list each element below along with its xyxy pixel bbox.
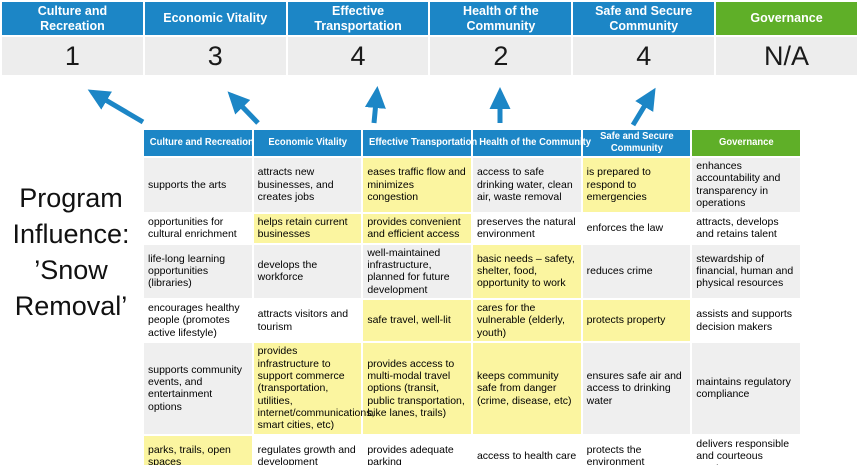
matrix-cell-r5-c2: provides infrastructure to support comme… bbox=[253, 343, 374, 434]
matrix-cell-r4-c6: assists and supports decision makers bbox=[692, 300, 800, 342]
matrix-cell-r2-c2: helps retain current businesses bbox=[253, 213, 362, 243]
arrow-icon-2 bbox=[227, 91, 260, 125]
matrix-cell-r3-c3: well-maintained infrastructure, planned … bbox=[363, 244, 471, 298]
score-governance: N/A bbox=[716, 37, 857, 75]
priority-header-health-of-community: Health of the Community bbox=[430, 2, 572, 35]
matrix-cell-r4-c3: safe travel, well-lit bbox=[363, 300, 471, 342]
arrow-icon-1 bbox=[87, 89, 145, 125]
score-row: 1 3 4 2 4 N/A bbox=[2, 37, 857, 75]
score-health-of-community: 2 bbox=[430, 37, 572, 75]
priority-header-safe-secure-community: Safe and Secure Community bbox=[573, 2, 715, 35]
matrix-cell-r5-c4: keeps community safe from danger (crime,… bbox=[472, 343, 581, 434]
matrix-cell-r6-c1: parks, trails, open spaces bbox=[144, 435, 252, 465]
matrix-header-1: Culture and Recreation bbox=[144, 130, 254, 156]
priority-header-effective-transportation: Effective Transportation bbox=[287, 2, 429, 35]
matrix-cell-r3-c5: reduces crime bbox=[582, 244, 691, 298]
influence-matrix: Culture and Recreation Economic Vitality E… bbox=[142, 128, 802, 465]
matrix-cell-r2-c3: provides convenient and efficient access bbox=[363, 213, 471, 243]
matrix-cell-r2-c5: enforces the law bbox=[582, 213, 691, 243]
score-safe-secure-community: 4 bbox=[573, 37, 715, 75]
matrix-cell-r4-c2: attracts visitors and tourism bbox=[253, 300, 362, 342]
matrix-cell-r3-c1: life-long learning opportunities (librar… bbox=[144, 244, 252, 298]
matrix-cell-r4-c1: encourages healthy people (promotes acti… bbox=[144, 300, 252, 342]
matrix-cell-r6-c3: provides adequate parking bbox=[363, 435, 471, 465]
matrix-cell-r1-c6: enhances accountability and transparency… bbox=[692, 158, 800, 212]
matrix-cell-r3-c6: stewardship of financial, human and phys… bbox=[692, 244, 800, 298]
matrix-header-5: Safe and Secure Community bbox=[582, 130, 691, 156]
matrix-cell-r6-c2: regulates growth and development bbox=[253, 435, 362, 465]
priority-header-governance: Governance bbox=[716, 2, 857, 35]
matrix-cell-r4-c5: protects property bbox=[582, 300, 691, 342]
matrix-cell-r5-c1: supports community events, and entertain… bbox=[144, 343, 252, 434]
matrix-cell-r2-c4: preserves the natural environment bbox=[472, 213, 581, 243]
priority-header-economic-vitality: Economic Vitality bbox=[144, 2, 286, 35]
matrix-cell-r5-c5: ensures safe air and access to drinking … bbox=[582, 343, 691, 434]
matrix-cell-r1-c1: supports the arts bbox=[144, 158, 252, 212]
arrow-icon-3 bbox=[364, 86, 386, 124]
matrix-header-6: Governance bbox=[692, 130, 800, 156]
matrix-header-3: Effective Transportation bbox=[363, 130, 478, 156]
score-economic-vitality: 3 bbox=[144, 37, 286, 75]
score-culture-recreation: 1 bbox=[2, 37, 143, 75]
matrix-cell-r5-c6: maintains regulatory compliance bbox=[692, 343, 800, 434]
score-effective-transportation: 4 bbox=[287, 37, 429, 75]
matrix-cell-r6-c5: protects the environment bbox=[582, 435, 691, 465]
matrix-cell-r6-c6: delivers responsible and courteous servi… bbox=[692, 435, 800, 465]
matrix-cell-r2-c6: attracts, develops and retains talent bbox=[692, 213, 800, 243]
matrix-cell-r1-c5: is prepared to respond to emergencies bbox=[582, 158, 691, 212]
arrow-icon-5 bbox=[630, 87, 656, 127]
priority-banner: Culture and Recreation Economic Vitality… bbox=[2, 2, 857, 35]
matrix-cell-r1-c4: access to safe drinking water, clean air… bbox=[472, 158, 581, 212]
matrix-cell-r4-c4: cares for the vulnerable (elderly, youth… bbox=[472, 300, 581, 342]
influence-arrows bbox=[87, 86, 656, 127]
matrix-header-4: Health of the Community bbox=[472, 130, 591, 156]
matrix-cell-r1-c2: attracts new businesses, and creates job… bbox=[253, 158, 362, 212]
matrix-cell-r6-c4: access to health care bbox=[472, 435, 581, 465]
matrix-header-2: Economic Vitality bbox=[253, 130, 362, 156]
matrix-cell-r5-c3: provides access to multi-modal travel op… bbox=[363, 343, 471, 434]
matrix-cell-r3-c2: develops the workforce bbox=[253, 244, 362, 298]
matrix-cell-r1-c3: eases traffic flow and minimizes congest… bbox=[363, 158, 471, 212]
priority-header-culture-recreation: Culture and Recreation bbox=[2, 2, 143, 35]
matrix-cell-r3-c4: basic needs – safety, shelter, food, opp… bbox=[472, 244, 581, 298]
matrix-cell-r2-c1: opportunities for cultural enrichment bbox=[144, 213, 252, 243]
program-influence-label: Program Influence: ’Snow Removal’ bbox=[12, 183, 130, 321]
